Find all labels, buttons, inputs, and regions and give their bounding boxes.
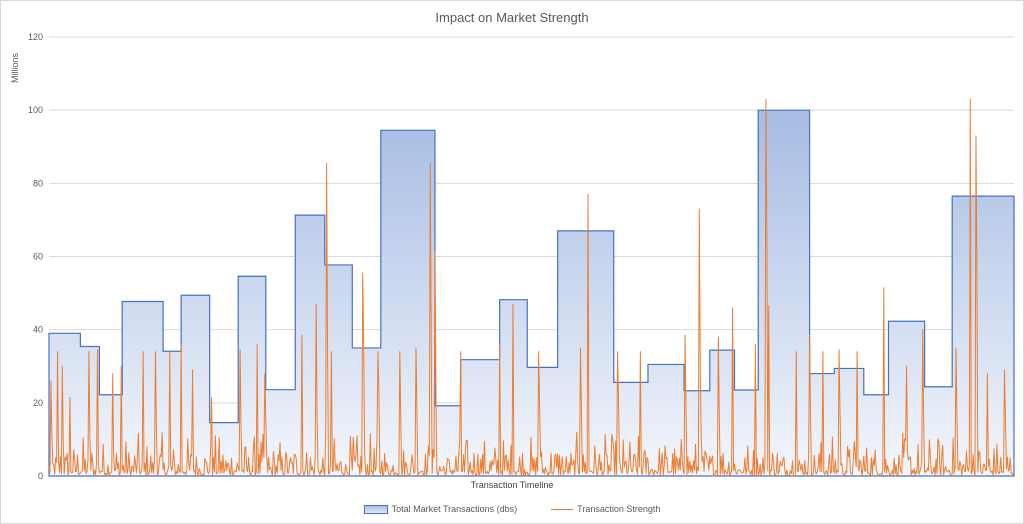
- x-axis-title: Transaction Timeline: [470, 480, 554, 490]
- y-tick-label-100: 100: [28, 105, 43, 115]
- series-area: [48, 109, 1015, 477]
- plot-area: 0 20 40 60 80 100 120: [28, 32, 1015, 479]
- y-tick-label-60: 60: [33, 252, 43, 262]
- legend-entry-total: Total Market Transactions (dbs): [363, 504, 518, 514]
- y-tick-labels: 0 20 40 60 80 100 120: [28, 32, 43, 479]
- y-tick-label-20: 20: [33, 398, 43, 408]
- y-tick-label-120: 120: [28, 32, 43, 42]
- legend-swatch-line: [551, 508, 574, 510]
- legend-entry-strength: Transaction Strength: [551, 504, 660, 514]
- transaction-strength-line: [48, 98, 1015, 477]
- total-market-transactions-area: [48, 109, 1015, 477]
- legend-swatch-area: [363, 504, 388, 514]
- chart-title: Impact on Market Strength: [435, 10, 589, 25]
- legend: Total Market Transactions (dbs) Transact…: [1, 504, 1023, 514]
- y-tick-label-0: 0: [38, 471, 43, 479]
- series-line: [48, 98, 1015, 477]
- legend-label-total: Total Market Transactions (dbs): [391, 504, 518, 514]
- y-tick-label-40: 40: [33, 325, 43, 335]
- y-tick-label-80: 80: [33, 178, 43, 188]
- legend-label-strength: Transaction Strength: [577, 504, 661, 514]
